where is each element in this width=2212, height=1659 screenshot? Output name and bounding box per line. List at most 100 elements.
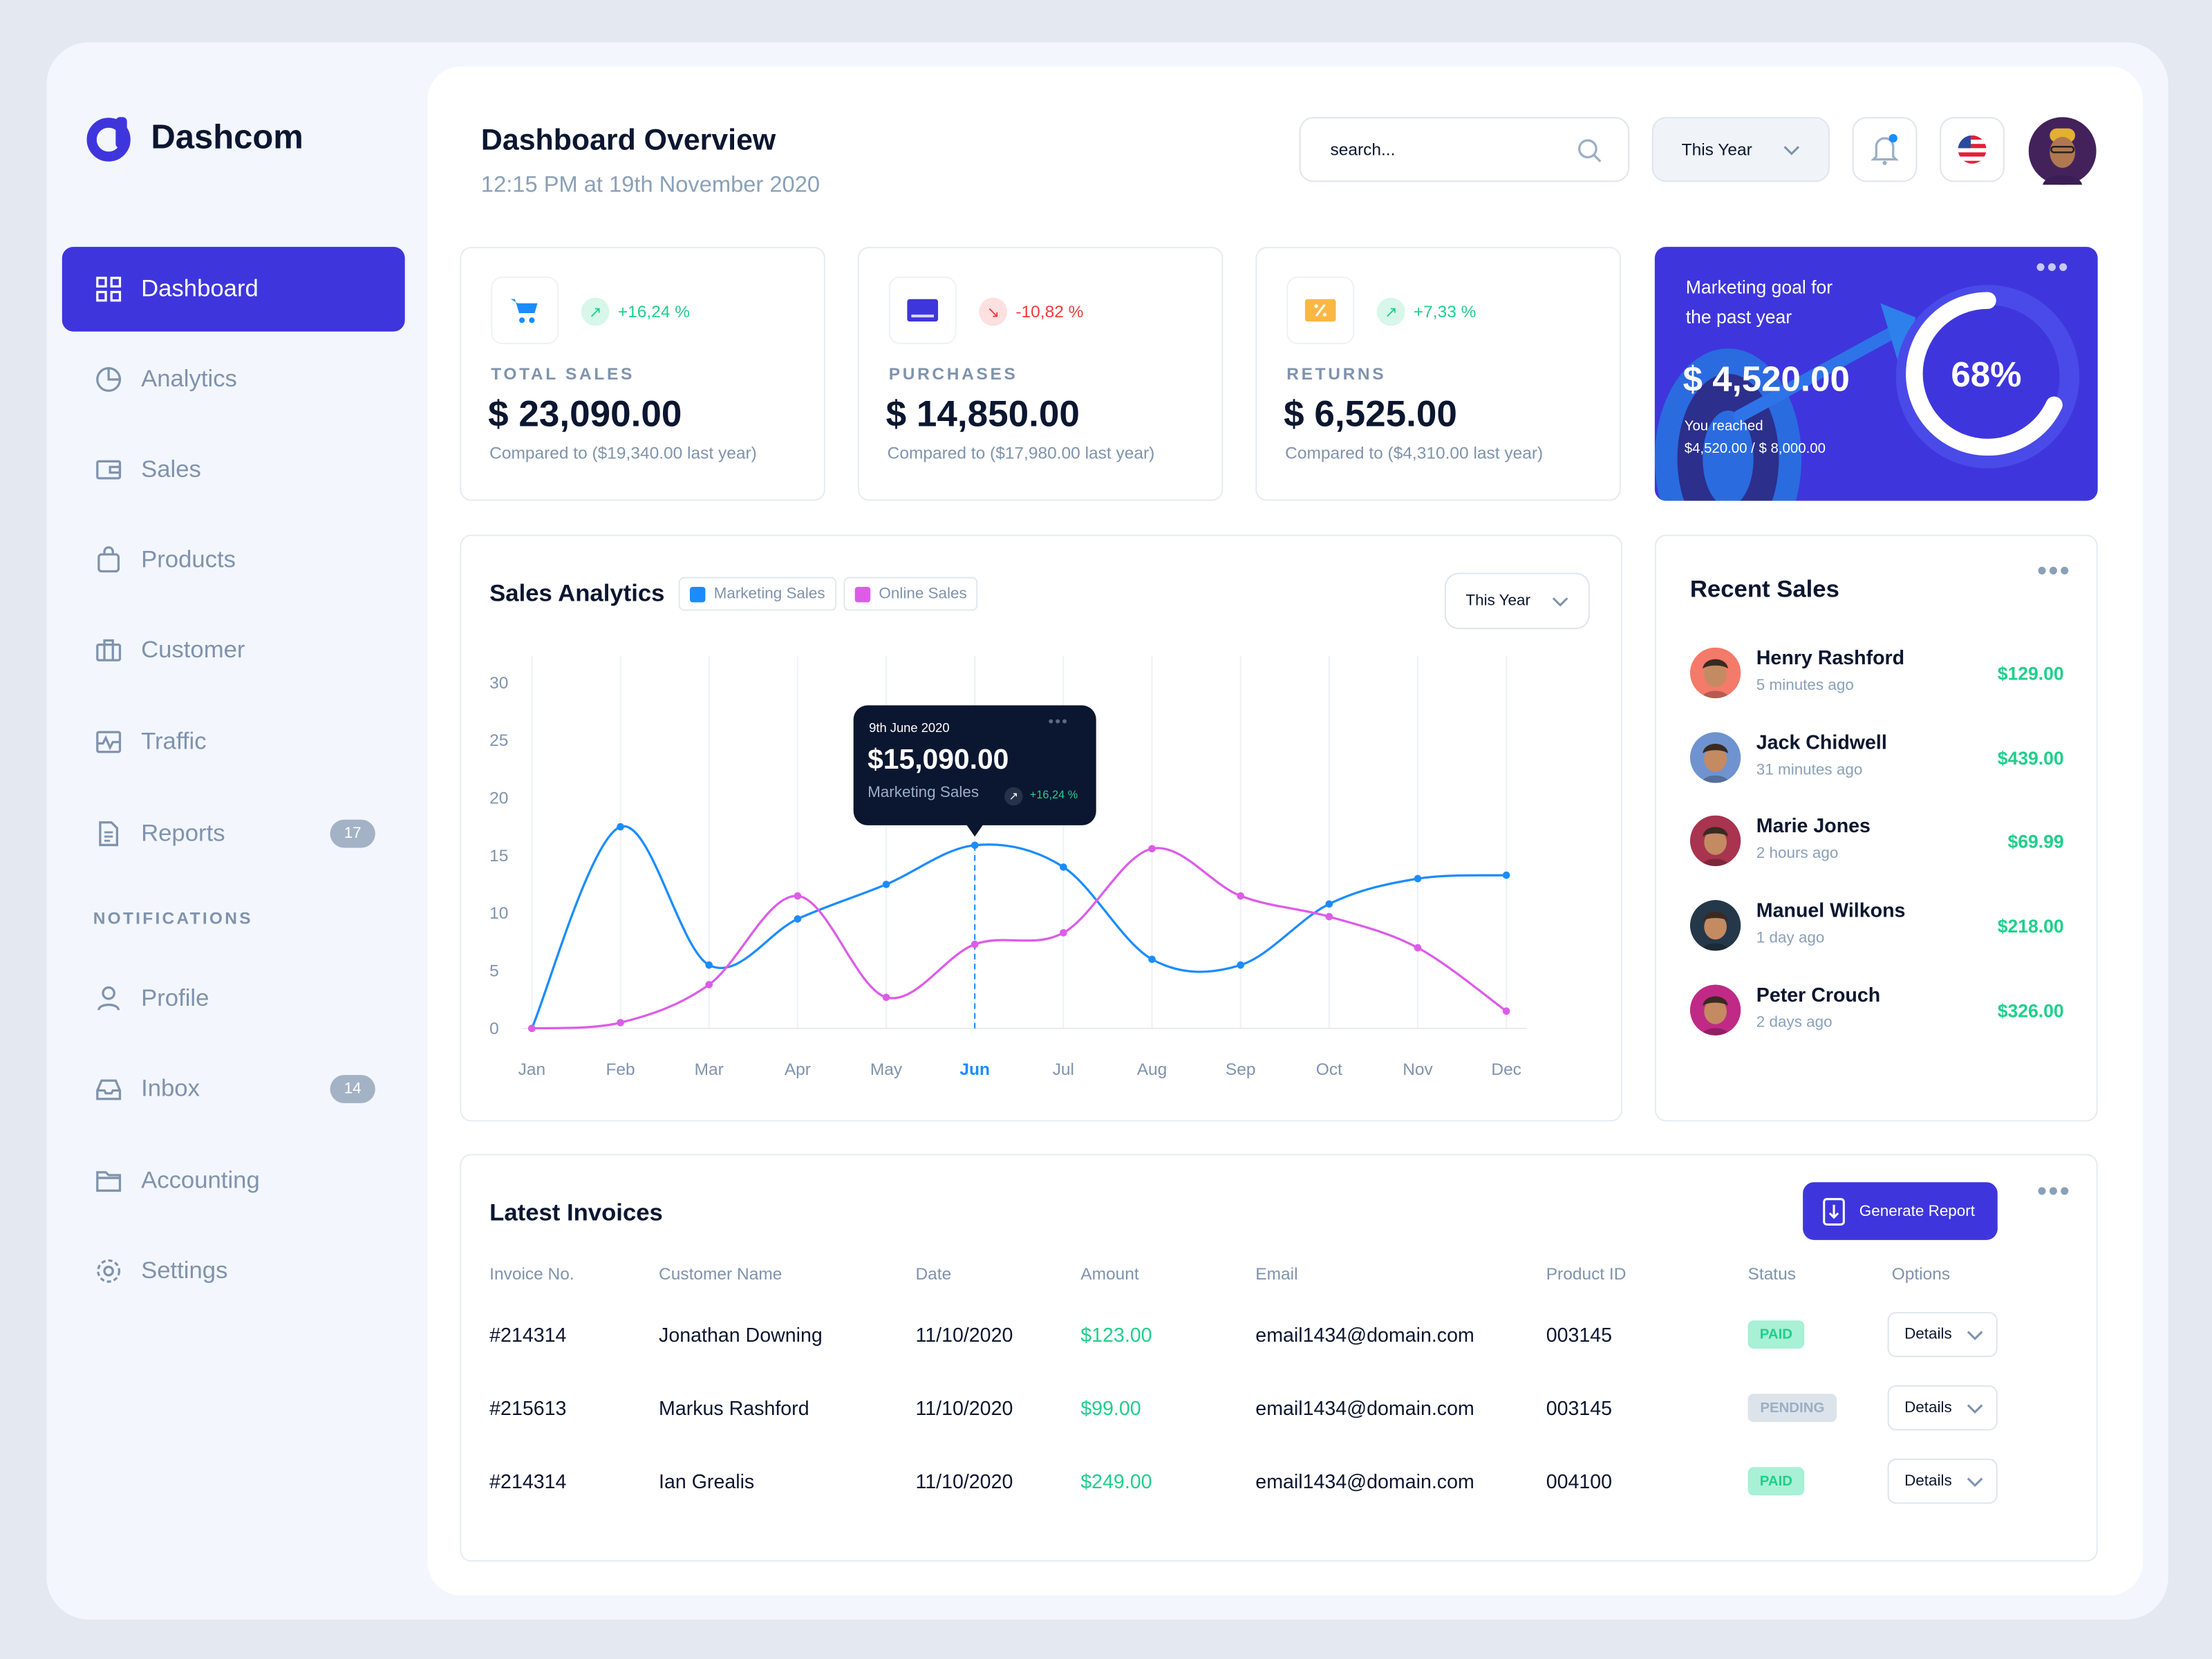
sidebar-item-label: Settings — [141, 1257, 228, 1284]
column-header: Email — [1255, 1264, 1298, 1284]
details-dropdown[interactable]: Details — [1887, 1385, 1998, 1431]
x-tick-label: Feb — [606, 1060, 635, 1079]
legend-online-sales[interactable]: Online Sales — [843, 577, 979, 611]
sidebar-item-accounting[interactable]: Accounting — [62, 1138, 405, 1223]
trend-down-icon: ↘ — [979, 297, 1008, 326]
sale-amount: $218.00 — [1997, 915, 2064, 937]
data-point — [971, 841, 979, 850]
data-point — [1325, 912, 1333, 921]
series-line-marketing-sales — [530, 825, 1507, 1029]
tooltip-date: 9th June 2020 — [869, 720, 950, 735]
x-tick-label: Mar — [695, 1060, 724, 1079]
goal-percent: 68% — [1951, 355, 2022, 395]
sidebar-item-label: Customer — [141, 636, 245, 664]
details-label: Details — [1904, 1326, 1952, 1343]
y-tick-label: 10 — [489, 904, 508, 923]
sidebar-item-inbox[interactable]: Inbox 14 — [62, 1047, 405, 1131]
sidebar-item-sales[interactable]: Sales — [62, 427, 405, 512]
data-point — [1325, 900, 1333, 908]
details-dropdown[interactable]: Details — [1887, 1311, 1998, 1358]
customer-avatar — [1689, 647, 1741, 699]
tooltip-pointer — [964, 822, 985, 837]
recent-sale-item[interactable]: Jack Chidwell 31 minutes ago $439.00 — [1689, 730, 2071, 789]
stat-compare: Compared to ($4,310.00 last year) — [1285, 442, 1544, 463]
download-document-icon — [1823, 1197, 1845, 1225]
more-options-icon[interactable]: ••• — [2036, 556, 2071, 587]
legend-swatch — [854, 585, 871, 602]
invoice-date: 11/10/2020 — [915, 1323, 1013, 1346]
sidebar-item-reports[interactable]: Reports 17 — [62, 791, 405, 876]
column-header: Customer Name — [659, 1264, 782, 1284]
trend-up-icon: ↗ — [1376, 297, 1405, 326]
target-illustration — [1654, 285, 2080, 501]
y-tick-label: 25 — [489, 731, 508, 750]
logo-icon — [86, 117, 131, 162]
sale-amount: $129.00 — [1997, 663, 2064, 684]
y-tick-label: 15 — [489, 847, 508, 865]
analytics-period-dropdown[interactable]: This Year — [1444, 572, 1590, 630]
app-name: Dashcom — [151, 118, 303, 157]
sidebar-item-settings[interactable]: Settings — [62, 1229, 405, 1313]
x-tick-label: Dec — [1491, 1060, 1521, 1079]
more-options-icon[interactable]: ••• — [1048, 713, 1069, 731]
chart-tooltip: 9th June 2020 $15,090.00 Marketing Sales… — [853, 705, 1096, 837]
sidebar-item-customer[interactable]: Customer — [62, 608, 405, 693]
column-header: Date — [915, 1264, 952, 1284]
recent-sale-item[interactable]: Henry Rashford 5 minutes ago $129.00 — [1689, 646, 2071, 704]
y-tick-label: 20 — [489, 789, 508, 808]
generate-report-button[interactable]: Generate Report — [1803, 1182, 1998, 1240]
sale-amount: $326.00 — [1997, 1000, 2064, 1022]
legend-label: Marketing Sales — [713, 585, 825, 603]
recent-sale-item[interactable]: Marie Jones 2 hours ago $69.99 — [1689, 814, 2071, 872]
goal-title-line2: the past year — [1685, 306, 1792, 328]
activity-icon — [96, 731, 122, 753]
invoice-email: email1434@domain.com — [1255, 1396, 1474, 1420]
recent-sale-item[interactable]: Peter Crouch 2 days ago $326.00 — [1689, 983, 2071, 1041]
sidebar-item-analytics[interactable]: Analytics — [62, 337, 405, 422]
more-options-icon[interactable]: ••• — [2035, 252, 2070, 284]
recent-sale-item[interactable]: Manuel Wilkons 1 day ago $218.00 — [1689, 899, 2071, 957]
stat-label: TOTAL SALES — [491, 364, 635, 384]
sidebar-item-profile[interactable]: Profile — [62, 957, 405, 1041]
invoice-amount: $123.00 — [1080, 1323, 1152, 1346]
status-badge: PAID — [1747, 1320, 1805, 1349]
recent-sales-title: Recent Sales — [1689, 575, 1839, 603]
x-tick-label: May — [870, 1060, 903, 1079]
sidebar-item-dashboard[interactable]: Dashboard — [62, 247, 405, 332]
legend-marketing-sales[interactable]: Marketing Sales — [678, 577, 836, 611]
search-input[interactable]: search... — [1299, 117, 1630, 182]
customer-name: Manuel Wilkons — [1756, 899, 1906, 921]
customer-avatar — [1689, 900, 1741, 951]
column-header: Status — [1747, 1264, 1797, 1284]
sidebar-item-products[interactable]: Products — [62, 518, 405, 602]
sidebar-item-traffic[interactable]: Traffic — [62, 700, 405, 784]
chevron-down-icon — [1783, 146, 1800, 156]
goal-progress-ring — [1906, 292, 2070, 456]
sidebar-item-label: Accounting — [141, 1166, 260, 1194]
data-point — [1060, 863, 1067, 871]
more-options-icon[interactable]: ••• — [2036, 1177, 2071, 1208]
notifications-button[interactable] — [1852, 117, 1918, 182]
customer-avatar — [1689, 984, 1741, 1035]
sales-analytics-card — [460, 534, 1622, 1122]
data-point — [1148, 845, 1156, 853]
details-dropdown[interactable]: Details — [1887, 1459, 1998, 1504]
customer-avatar — [1689, 731, 1741, 783]
sidebar-item-label: Traffic — [141, 728, 207, 755]
marketing-goal-card: Marketing goal for the past year $ 4,520… — [1654, 247, 2098, 501]
user-icon — [97, 986, 120, 1011]
sale-time: 1 day ago — [1756, 930, 1825, 947]
user-avatar[interactable] — [2028, 117, 2097, 185]
tooltip-series: Marketing Sales — [868, 784, 980, 802]
language-button[interactable] — [1940, 117, 2005, 182]
goal-title-line1: Marketing goal for — [1685, 276, 1833, 298]
status-badge: PAID — [1747, 1467, 1805, 1496]
search-icon[interactable] — [1577, 138, 1603, 164]
data-point — [794, 915, 802, 923]
period-dropdown[interactable]: This Year — [1651, 117, 1830, 182]
invoice-customer: Markus Rashford — [659, 1396, 809, 1420]
sales-analytics-title: Sales Analytics — [489, 579, 665, 607]
stat-compare: Compared to ($19,340.00 last year) — [489, 442, 757, 463]
y-tick-label: 0 — [489, 1020, 499, 1038]
data-point — [1237, 892, 1244, 900]
